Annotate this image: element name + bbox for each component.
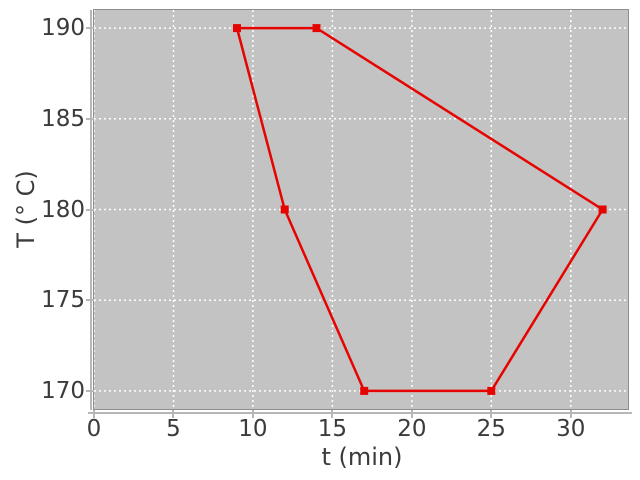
x-tick-mark <box>251 410 254 418</box>
series-marker <box>487 386 496 395</box>
x-tick-mark <box>490 410 493 418</box>
x-tick-label: 15 <box>317 416 348 442</box>
x-tick-mark <box>172 410 175 418</box>
plot-area <box>94 10 628 409</box>
chart-canvas <box>94 10 628 409</box>
x-axis-spine <box>88 412 632 414</box>
y-tick-mark <box>86 389 94 392</box>
x-tick-mark <box>331 410 334 418</box>
x-tick-mark <box>93 410 95 418</box>
y-tick-mark <box>86 208 94 211</box>
series-marker <box>280 205 289 214</box>
x-tick-mark <box>569 410 572 418</box>
y-tick-mark <box>86 299 94 302</box>
series-marker <box>233 24 241 33</box>
y-tick-mark <box>86 117 94 120</box>
y-tick-label: 185 <box>41 105 85 132</box>
x-tick-label: 30 <box>556 416 586 442</box>
y-tick-label: 175 <box>41 287 85 314</box>
series-marker <box>598 205 607 214</box>
x-tick-label: 25 <box>476 416 506 442</box>
x-tick-mark <box>410 410 413 418</box>
y-tick-label: 170 <box>41 377 85 404</box>
y-tick-mark <box>86 27 94 30</box>
x-axis-label: t (min) <box>321 443 403 471</box>
x-tick-label: 5 <box>166 416 181 442</box>
x-tick-label: 10 <box>238 416 268 442</box>
series-marker <box>360 386 369 395</box>
y-tick-label: 190 <box>41 15 85 42</box>
y-tick-label: 180 <box>41 196 85 223</box>
series-marker <box>312 24 321 33</box>
x-tick-label: 0 <box>86 416 102 442</box>
x-tick-label: 20 <box>397 416 427 442</box>
